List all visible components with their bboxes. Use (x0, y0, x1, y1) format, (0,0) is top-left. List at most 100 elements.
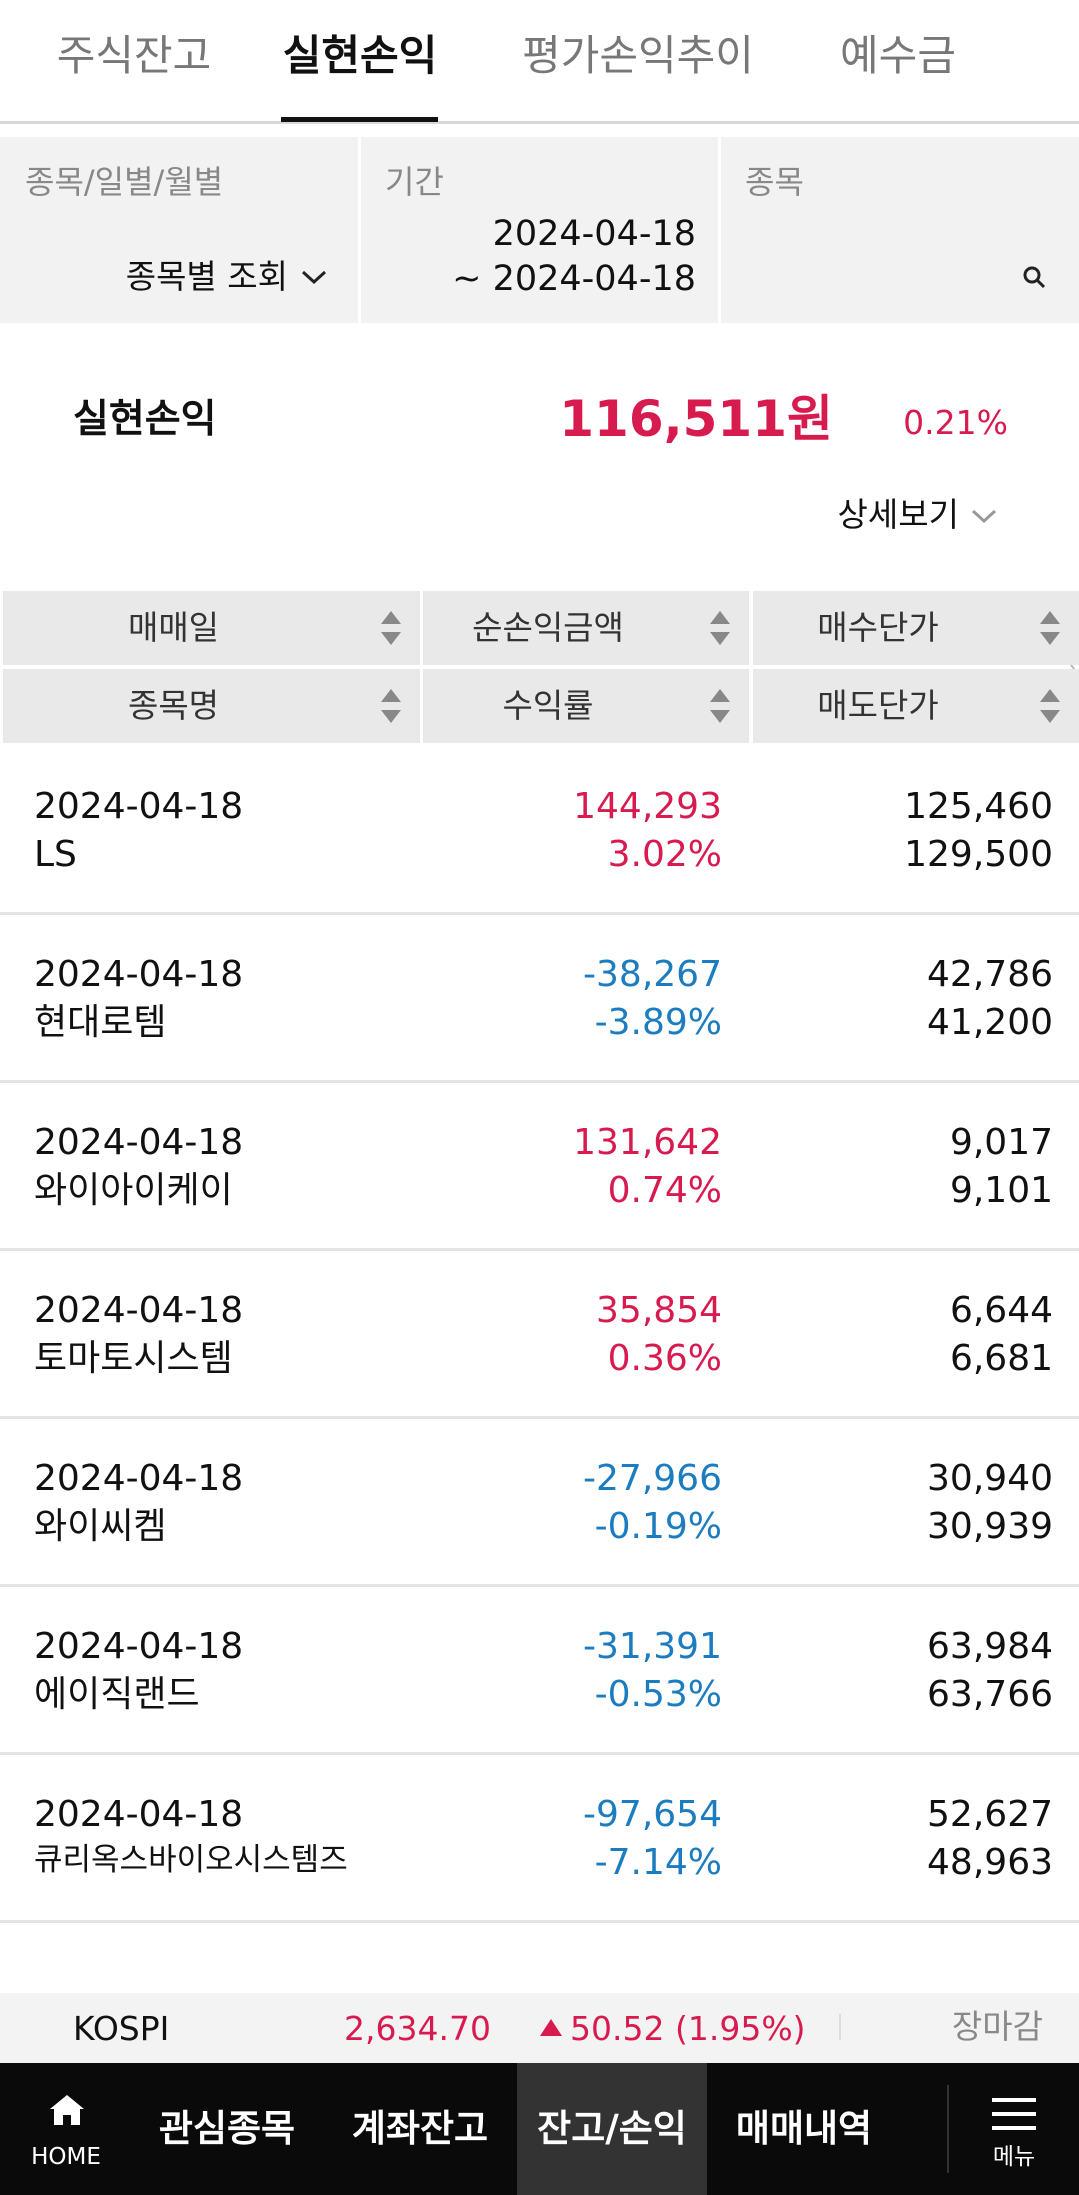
market-bar (0, 1993, 1079, 2063)
market-divider (839, 2014, 841, 2040)
buy-price: 9,017 (949, 1122, 1053, 1163)
column-header[interactable]: 매도단가 (817, 686, 939, 725)
market-change: 50.52 (1.95%) (570, 2009, 806, 2048)
return-rate: -0.53% (594, 1674, 722, 1715)
tab[interactable]: 실현손익 (282, 31, 438, 80)
column-header[interactable]: 순손익금액 (472, 608, 624, 647)
menu-icon[interactable] (992, 2098, 1036, 2132)
column-header[interactable]: 매수단가 (817, 608, 939, 647)
tab-divider (0, 121, 1079, 124)
return-rate: 0.36% (607, 1338, 722, 1379)
sell-price: 63,766 (927, 1674, 1053, 1715)
net-profit: -38,267 (583, 954, 722, 995)
buy-price: 125,460 (904, 786, 1053, 827)
filter-box[interactable] (361, 137, 718, 323)
stock-name[interactable]: LS (34, 834, 77, 875)
header-cell (423, 669, 749, 743)
market-value: 2,634.70 (344, 2009, 491, 2048)
sell-price: 129,500 (904, 834, 1053, 875)
tab[interactable]: 평가손익추이 (522, 31, 754, 80)
stock-name[interactable]: 토마토시스템 (34, 1338, 233, 1379)
row-divider (0, 1248, 1079, 1251)
nav-divider (947, 2085, 949, 2173)
return-rate: 0.74% (607, 1170, 722, 1211)
buy-price: 63,984 (927, 1626, 1053, 1667)
return-rate: 3.02% (607, 834, 722, 875)
row-divider (0, 1416, 1079, 1419)
period-from[interactable]: 2024-04-18 (492, 214, 696, 254)
trade-date: 2024-04-18 (34, 954, 244, 995)
summary-rate: 0.21% (903, 403, 1008, 442)
tab[interactable]: 예수금 (840, 31, 956, 80)
buy-price: 6,644 (949, 1290, 1053, 1331)
period-to[interactable]: ~ 2024-04-18 (452, 259, 696, 299)
stock-name[interactable]: 에이직랜드 (34, 1674, 200, 1715)
sell-price: 30,939 (927, 1506, 1053, 1547)
return-rate: -7.14% (594, 1842, 722, 1883)
summary-amount: 116,511원 (559, 390, 833, 448)
up-triangle (540, 2019, 562, 2036)
filter-label: 기간 (385, 163, 444, 201)
nav-item[interactable]: HOME (31, 2144, 101, 2170)
column-header[interactable]: 매매일 (127, 608, 220, 647)
trade-date: 2024-04-18 (34, 1626, 244, 1667)
stock-name[interactable]: 큐리옥스바이오시스템즈 (34, 1842, 348, 1878)
column-header[interactable]: 종목명 (127, 686, 220, 725)
sort-icon[interactable] (1039, 687, 1061, 725)
header-cell (753, 591, 1079, 665)
sell-price: 48,963 (927, 1842, 1053, 1883)
filter-value[interactable]: 종목별 조회 (125, 257, 288, 296)
trade-date: 2024-04-18 (34, 786, 244, 827)
sort-icon[interactable] (709, 687, 731, 725)
net-profit: 144,293 (573, 786, 722, 827)
column-header[interactable]: 수익률 (502, 686, 594, 725)
buy-price: 30,940 (927, 1458, 1053, 1499)
trade-date: 2024-04-18 (34, 1122, 244, 1163)
market-status: 장마감 (951, 2007, 1043, 2046)
buy-price: 42,786 (927, 954, 1053, 995)
nav-item[interactable]: 관심종목 (158, 2107, 296, 2150)
search-icon[interactable] (1021, 264, 1047, 290)
home-icon[interactable] (48, 2093, 86, 2127)
tab[interactable]: 주식잔고 (56, 31, 212, 80)
header-cell (753, 669, 1079, 743)
detail-chevron[interactable] (970, 507, 998, 525)
dropdown-chevron[interactable] (300, 268, 328, 286)
trade-date: 2024-04-18 (34, 1794, 244, 1835)
return-rate: -0.19% (594, 1506, 722, 1547)
nav-item[interactable]: 매매내역 (735, 2107, 873, 2150)
detail-toggle[interactable]: 상세보기 (837, 495, 959, 534)
sort-icon[interactable] (709, 609, 731, 647)
header-cell (3, 591, 420, 665)
sell-price: 41,200 (927, 1002, 1053, 1043)
trade-date: 2024-04-18 (34, 1458, 244, 1499)
net-profit: 131,642 (573, 1122, 722, 1163)
sort-icon[interactable] (380, 687, 402, 725)
row-divider (0, 1920, 1079, 1923)
nav-item[interactable]: 잔고/손익 (537, 2107, 687, 2150)
summary-label: 실현손익 (73, 397, 217, 442)
sort-icon[interactable] (380, 609, 402, 647)
filter-box[interactable] (721, 137, 1079, 323)
nav-item[interactable]: 계좌잔고 (351, 2107, 489, 2150)
row-divider (0, 1752, 1079, 1755)
filter-box[interactable] (0, 137, 358, 323)
stock-name[interactable]: 와이씨켐 (34, 1506, 167, 1547)
sell-price: 9,101 (949, 1170, 1053, 1211)
row-divider (0, 1080, 1079, 1083)
net-profit: -97,654 (583, 1794, 722, 1835)
stock-name[interactable]: 현대로템 (34, 1002, 167, 1043)
sell-price: 6,681 (949, 1338, 1053, 1379)
nav-item[interactable]: 메뉴 (992, 2144, 1036, 2170)
nav-active-bg (517, 2063, 707, 2195)
sort-icon[interactable] (1039, 609, 1061, 647)
header-cell (423, 591, 749, 665)
return-rate: -3.89% (594, 1002, 722, 1043)
filter-label: 종목 (745, 163, 804, 201)
net-profit: 35,854 (596, 1290, 722, 1331)
net-profit: -31,391 (583, 1626, 722, 1667)
row-divider (0, 912, 1079, 915)
stock-name[interactable]: 와이아이케이 (34, 1170, 233, 1211)
net-profit: -27,966 (583, 1458, 722, 1499)
